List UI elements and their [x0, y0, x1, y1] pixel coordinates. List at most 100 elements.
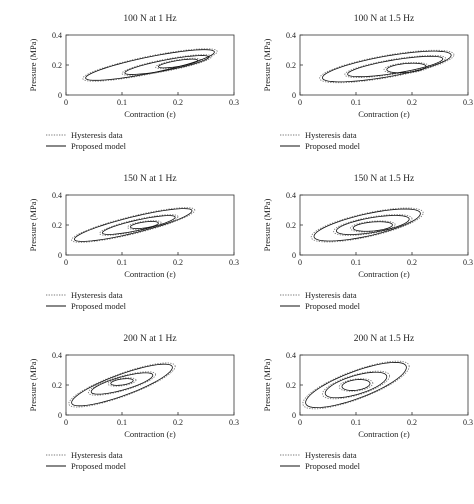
chart-6-x-tick-label: 0.1: [351, 418, 361, 427]
chart-1-x-axis-label: Contraction (ε): [124, 109, 176, 119]
chart-1-legend-label: Hysteresis data: [71, 130, 123, 140]
chart-4-hysteresis-data-loop: [310, 207, 424, 243]
chart-6-y-axis-label: Pressure (MPa): [262, 359, 272, 412]
chart-6-hysteresis-data-loop: [338, 378, 374, 392]
chart-3-title: 150 N at 1 Hz: [123, 174, 176, 184]
chart-3-legend-label: Proposed model: [71, 301, 127, 311]
chart-1-x-tick-label: 0: [64, 98, 68, 107]
chart-4-y-tick-label: 0.4: [286, 191, 296, 200]
chart-3-y-tick-label: 0.2: [52, 221, 62, 230]
chart-2-title: 100 N at 1.5 Hz: [354, 14, 414, 24]
chart-4-x-tick-label: 0.3: [463, 258, 473, 267]
chart-5-y-axis-label: Pressure (MPa): [28, 359, 38, 412]
chart-5-x-tick-label: 0: [64, 418, 68, 427]
chart-5-legend-label: Hysteresis data: [71, 450, 123, 460]
chart-3-x-tick-label: 0.3: [229, 258, 239, 267]
chart-4-proposed-model-loop: [313, 208, 421, 242]
chart-2-hysteresis-data-loop: [319, 49, 455, 84]
chart-4-proposed-model-loop: [352, 221, 393, 232]
chart-6-proposed-model-loop: [341, 379, 371, 391]
chart-2-y-tick-label: 0: [292, 91, 296, 100]
chart-2-hysteresis-data-loop: [344, 55, 447, 78]
chart-6-x-tick-label: 0.2: [407, 418, 417, 427]
chart-4-legend-label: Proposed model: [305, 301, 361, 311]
chart-4-x-tick-label: 0.1: [351, 258, 361, 267]
chart-6-y-tick-label: 0.2: [286, 381, 296, 390]
chart-4-x-axis-label: Contraction (ε): [358, 269, 410, 279]
chart-3-x-tick-label: 0.2: [173, 258, 183, 267]
chart-2-y-tick-label: 0.4: [286, 31, 296, 40]
chart-1-proposed-model-loop: [85, 49, 215, 81]
chart-1-y-axis-label: Pressure (MPa): [28, 39, 38, 92]
chart-4-y-tick-label: 0.2: [286, 221, 296, 230]
chart-5-hysteresis-data-loop: [107, 377, 137, 387]
chart-3-hysteresis-data-loop: [71, 207, 196, 243]
chart-4-hysteresis-data-loop: [349, 220, 396, 233]
chart-1-plot-frame: [65, 34, 235, 96]
chart-5-hysteresis-data-loop: [68, 362, 176, 408]
chart-2-hysteresis-data-loop: [383, 61, 430, 75]
chart-6-y-tick-label: 0: [292, 411, 296, 420]
chart-5-x-axis-label: Contraction (ε): [124, 429, 176, 439]
chart-6-x-tick-label: 0.3: [463, 418, 473, 427]
chart-5-x-tick-label: 0.1: [117, 418, 127, 427]
chart-6-y-tick-label: 0.4: [286, 351, 296, 360]
chart-5-y-tick-label: 0.2: [52, 381, 62, 390]
chart-6-legend-label: Hysteresis data: [305, 450, 357, 460]
chart-1-y-tick-label: 0.2: [52, 61, 62, 70]
chart-2-y-axis-label: Pressure (MPa): [262, 39, 272, 92]
chart-5-proposed-model-loop: [71, 363, 173, 407]
chart-6-plot-frame: [299, 354, 469, 416]
chart-5-proposed-model-loop: [90, 372, 154, 395]
chart-5-proposed-model-loop: [110, 378, 134, 386]
chart-1-title: 100 N at 1 Hz: [123, 14, 176, 24]
chart-6-legend-label: Proposed model: [305, 461, 361, 471]
chart-1-proposed-model-loop: [157, 58, 199, 69]
chart-6-hysteresis-data-loop: [321, 370, 391, 400]
chart-3-y-axis-label: Pressure (MPa): [28, 199, 38, 252]
chart-3-legend-label: Hysteresis data: [71, 290, 123, 300]
chart-2-proposed-model-loop: [386, 62, 427, 74]
chart-6-proposed-model-loop: [305, 361, 407, 409]
chart-1-legend-label: Proposed model: [71, 141, 127, 151]
chart-1-x-tick-label: 0.2: [173, 98, 183, 107]
chart-1-hysteresis-data-loop: [121, 54, 213, 76]
chart-4-y-axis-label: Pressure (MPa): [262, 199, 272, 252]
chart-2-x-tick-label: 0: [298, 98, 302, 107]
chart-2-x-tick-label: 0.1: [351, 98, 361, 107]
chart-4-plot-frame: [299, 194, 469, 256]
chart-3-proposed-model-loop: [101, 215, 176, 235]
chart-4-title: 150 N at 1.5 Hz: [354, 174, 414, 184]
chart-5-y-tick-label: 0.4: [52, 351, 62, 360]
chart-2-x-tick-label: 0.3: [463, 98, 473, 107]
chart-5-hysteresis-data-loop: [87, 371, 157, 396]
chart-5-y-tick-label: 0: [58, 411, 62, 420]
chart-6-hysteresis-data-loop: [302, 360, 410, 410]
chart-5-x-tick-label: 0.3: [229, 418, 239, 427]
chart-4-x-tick-label: 0.2: [407, 258, 417, 267]
chart-3-y-tick-label: 0: [58, 251, 62, 260]
chart-6-proposed-model-loop: [324, 371, 388, 399]
chart-3-proposed-model-loop: [73, 208, 193, 242]
chart-4-proposed-model-loop: [335, 215, 410, 235]
chart-3-x-axis-label: Contraction (ε): [124, 269, 176, 279]
chart-2-legend-label: Proposed model: [305, 141, 361, 151]
chart-5-x-tick-label: 0.2: [173, 418, 183, 427]
chart-2-plot-frame: [299, 34, 469, 96]
chart-3-x-tick-label: 0.1: [117, 258, 127, 267]
chart-4-hysteresis-data-loop: [333, 214, 413, 236]
chart-5-legend-label: Proposed model: [71, 461, 127, 471]
chart-1-y-tick-label: 0: [58, 91, 62, 100]
chart-3-plot-frame: [65, 194, 235, 256]
chart-1-y-tick-label: 0.4: [52, 31, 62, 40]
chart-2-y-tick-label: 0.2: [286, 61, 296, 70]
chart-2-proposed-model-loop: [347, 55, 444, 78]
chart-3-y-tick-label: 0.4: [52, 191, 62, 200]
chart-4-x-tick-label: 0: [298, 258, 302, 267]
chart-6-title: 200 N at 1.5 Hz: [354, 334, 414, 344]
chart-2-legend-label: Hysteresis data: [305, 130, 357, 140]
chart-3-proposed-model-loop: [129, 221, 159, 229]
chart-2-x-tick-label: 0.2: [407, 98, 417, 107]
chart-1-x-tick-label: 0.1: [117, 98, 127, 107]
